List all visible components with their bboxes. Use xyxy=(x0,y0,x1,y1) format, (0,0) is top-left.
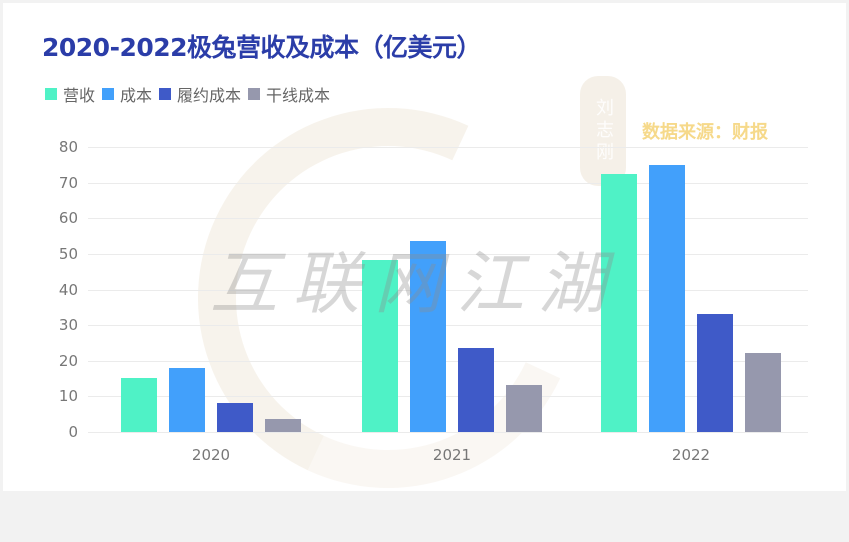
legend-item[interactable]: 干线成本 xyxy=(248,82,330,106)
legend-item[interactable]: 履约成本 xyxy=(159,82,241,106)
legend-swatch-icon xyxy=(248,88,261,100)
legend-swatch-icon xyxy=(102,88,115,100)
x-tick-label: 2022 xyxy=(671,446,711,464)
y-tick-label: 40 xyxy=(58,281,78,299)
y-tick-label: 0 xyxy=(68,423,78,441)
bar[interactable] xyxy=(169,367,205,432)
gridline xyxy=(88,361,808,362)
legend-swatch-icon xyxy=(159,88,172,100)
bar[interactable] xyxy=(217,403,253,432)
bar[interactable] xyxy=(458,347,494,432)
gridline xyxy=(88,396,808,397)
legend-label: 履约成本 xyxy=(177,86,242,105)
x-tick-label: 2020 xyxy=(191,446,231,464)
bar[interactable] xyxy=(410,240,446,432)
legend-swatch-icon xyxy=(45,88,57,100)
bar[interactable] xyxy=(697,314,733,432)
gridline xyxy=(88,325,808,326)
bar[interactable] xyxy=(601,173,637,432)
plot-area: 0 10 20 30 40 50 60 70 80 2020 2021 2022 xyxy=(58,138,808,464)
legend: 营收 成本 履约成本 干线成本 xyxy=(45,82,337,106)
bar[interactable] xyxy=(745,352,781,432)
gridline xyxy=(88,254,808,255)
gridline xyxy=(88,218,808,219)
legend-label: 干线成本 xyxy=(266,86,331,105)
y-tick-label: 70 xyxy=(58,174,78,192)
chart-title: 2020-2022极兔营收及成本（亿美元） xyxy=(42,33,482,62)
legend-item[interactable]: 成本 xyxy=(102,82,152,106)
gridline xyxy=(88,183,808,184)
bar[interactable] xyxy=(649,164,685,432)
y-tick-label: 50 xyxy=(58,245,78,263)
gridline xyxy=(88,290,808,291)
y-tick-label: 30 xyxy=(58,316,78,334)
legend-label: 营收 xyxy=(63,86,96,105)
y-tick-label: 10 xyxy=(58,387,78,405)
watermark-seal: 刘志刚 xyxy=(580,76,626,186)
y-tick-label: 20 xyxy=(58,352,78,370)
gridline xyxy=(88,432,808,433)
y-tick-label: 80 xyxy=(58,138,78,156)
bar[interactable] xyxy=(362,259,398,432)
y-tick-label: 60 xyxy=(58,209,78,227)
legend-item[interactable]: 营收 xyxy=(45,82,95,106)
bar[interactable] xyxy=(121,377,157,432)
x-tick-label: 2021 xyxy=(432,446,472,464)
source-note: 数据来源：财报 xyxy=(642,122,768,143)
legend-label: 成本 xyxy=(120,86,153,105)
bar[interactable] xyxy=(506,384,542,432)
bar[interactable] xyxy=(265,419,301,432)
gridline xyxy=(88,147,808,148)
